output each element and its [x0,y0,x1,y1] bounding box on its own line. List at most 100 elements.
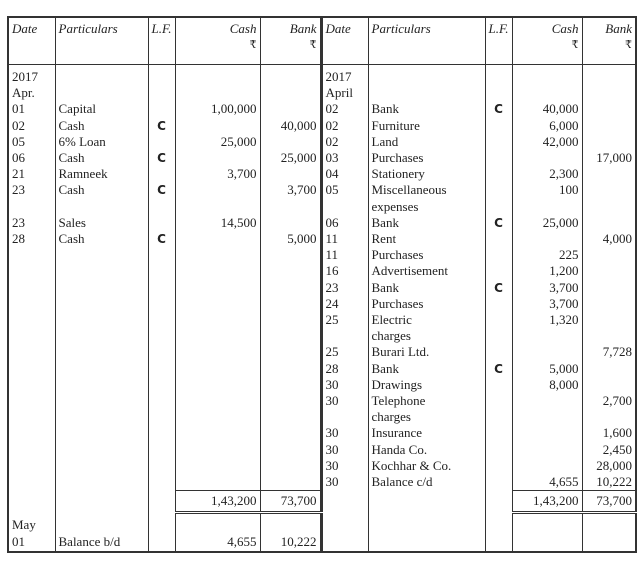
header-cash: Cash ₹ [511,17,583,65]
header-particulars: Particulars [54,17,149,65]
debit-cash-cell [174,182,261,199]
table-row: charges [7,409,637,426]
debit-particulars-cell [54,295,149,313]
credit-bank-cell [581,64,637,86]
debit-particulars-cell: Capital [54,101,149,118]
credit-bank-cell [581,534,637,552]
credit-cash-cell [511,150,583,167]
rupee-symbol: ₹ [625,39,632,51]
credit-date-cell [320,198,369,215]
debit-lf-cell [147,85,176,102]
debit-lf-cell [147,328,176,345]
debit-particulars-cell [54,441,149,458]
debit-cash-cell [174,64,261,86]
debit-particulars-cell [54,198,149,215]
credit-lf-cell [484,231,513,248]
credit-particulars-cell [367,490,486,513]
debit-bank-cell [259,279,323,296]
debit-date-cell [7,393,56,410]
debit-bank-cell [259,457,323,475]
debit-lf-cell: C [147,150,176,167]
credit-date-cell: 04 [320,166,369,183]
debit-lf-cell [147,409,176,426]
credit-particulars-cell: Electric [367,312,486,329]
debit-particulars-cell [54,344,149,361]
debit-bank-cell [259,393,323,410]
credit-date-cell: 06 [320,214,369,232]
debit-particulars-cell [54,393,149,410]
credit-cash-cell: 5,000 [511,360,583,377]
debit-particulars-cell [54,376,149,394]
header-cash: Cash ₹ [174,17,261,65]
table-row: 25 Burari Ltd. 7,728 [7,344,637,361]
debit-bank-cell [259,198,323,215]
credit-particulars-cell: Advertisement [367,263,486,280]
credit-date-cell: 30 [320,425,369,442]
debit-date-cell [7,344,56,361]
table-row: 01 Balance b/d 4,655 10,222 [7,534,637,552]
credit-date-cell: 05 [320,182,369,199]
credit-bank-cell: 73,700 [581,490,637,515]
table-row: 30 Kochhar & Co. 28,000 [7,457,637,475]
header-lf: L.F. [484,17,513,65]
credit-cash-cell [511,393,583,410]
debit-lf-cell: C [147,182,176,199]
credit-bank-cell [581,182,637,199]
debit-bank-cell [259,328,323,345]
credit-bank-cell: 17,000 [581,150,637,167]
header-date: Date [7,17,56,65]
header-cash-label: Cash [229,21,257,36]
debit-lf-cell [147,312,176,329]
credit-cash-cell: 225 [511,247,583,264]
credit-lf-cell [484,425,513,442]
table-row: 11 Purchases 225 [7,247,637,264]
debit-particulars-cell [54,328,149,345]
debit-particulars-cell: 6% Loan [54,133,149,151]
debit-particulars-cell [54,409,149,426]
credit-date-cell: 16 [320,263,369,280]
credit-lf-cell [484,133,513,151]
credit-date-cell: 02 [320,101,369,118]
header-bank: Bank ₹ [259,17,323,65]
debit-particulars-cell [54,279,149,296]
debit-bank-cell: 73,700 [259,490,323,515]
debit-cash-cell [174,512,261,535]
debit-bank-cell: 5,000 [259,231,323,248]
debit-date-cell [7,490,56,513]
debit-date-cell [7,474,56,491]
credit-lf-cell [484,150,513,167]
table-row: 01 Capital 1,00,000 02 Bank C 40,000 [7,101,637,118]
debit-lf-cell [147,101,176,118]
header-bank-label: Bank [289,21,317,36]
debit-lf-cell [147,457,176,475]
credit-lf-cell: C [484,360,513,377]
debit-cash-cell [174,376,261,394]
credit-lf-cell [484,393,513,410]
credit-bank-cell: 28,000 [581,457,637,475]
credit-cash-cell: 6,000 [511,117,583,134]
debit-cash-cell [174,295,261,313]
debit-bank-cell [259,295,323,313]
credit-particulars-cell: Kochhar & Co. [367,457,486,475]
debit-date-cell: 21 [7,166,56,183]
debit-date-cell [7,263,56,280]
debit-particulars-cell [54,247,149,264]
debit-cash-cell [174,344,261,361]
debit-lf-cell [147,214,176,232]
credit-cash-cell: 4,655 [511,474,583,491]
debit-date-cell: 28 [7,231,56,248]
debit-cash-cell: 1,43,200 [174,490,261,515]
debit-lf-cell [147,393,176,410]
credit-lf-cell [484,263,513,280]
debit-date-cell: 06 [7,150,56,167]
table-row: 28 Cash C 5,000 11 Rent 4,000 [7,231,637,248]
credit-date-cell [320,490,369,513]
credit-date-cell: 25 [320,344,369,361]
credit-particulars-cell [367,534,486,552]
debit-bank-cell [259,425,323,442]
credit-lf-cell [484,117,513,134]
debit-date-cell: Apr. [7,85,56,102]
debit-bank-cell [259,344,323,361]
debit-cash-cell [174,328,261,345]
debit-cash-cell [174,279,261,296]
